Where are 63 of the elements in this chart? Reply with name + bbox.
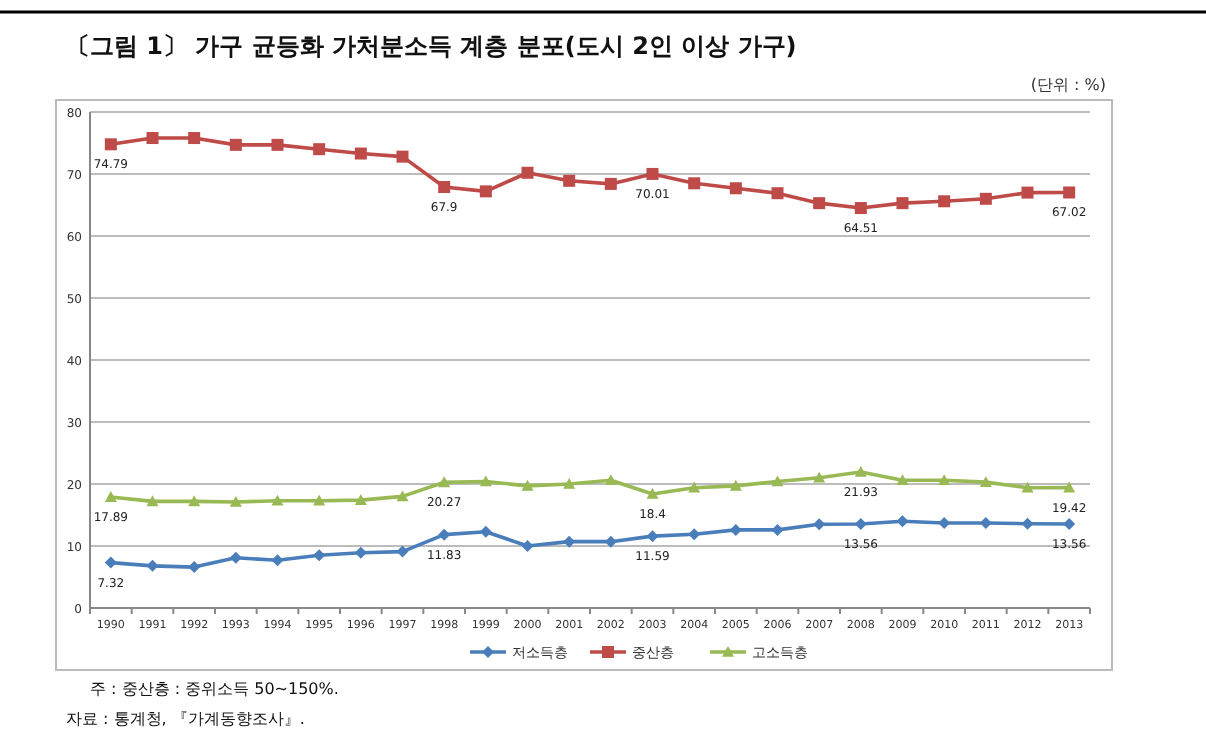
point: [854, 466, 867, 477]
point: [646, 167, 659, 180]
point: [146, 495, 159, 507]
point: [354, 494, 367, 505]
point: [188, 561, 201, 574]
point: [688, 177, 701, 190]
point: [938, 474, 951, 486]
point: [438, 181, 451, 194]
point: [104, 138, 117, 151]
point: [729, 479, 742, 491]
point: [1021, 481, 1034, 493]
point: [979, 476, 992, 487]
point: [938, 195, 951, 208]
point: [354, 147, 367, 160]
point: [479, 475, 492, 487]
point: [104, 491, 117, 502]
point: [354, 546, 367, 559]
point: [771, 523, 784, 536]
point: [1021, 186, 1034, 199]
point: [104, 556, 117, 569]
point: [646, 487, 659, 499]
point: [271, 138, 284, 151]
chart-title: 〔그림 1〕 가구 균등화 가처분소득 계층 분포(도시 2인 이상 가구): [66, 32, 797, 60]
point: [479, 525, 492, 538]
point: [1063, 517, 1076, 530]
point: [396, 490, 409, 502]
point: [771, 187, 784, 200]
point: [313, 549, 326, 562]
point: [563, 478, 576, 489]
point: [521, 166, 534, 179]
point: [979, 192, 992, 205]
point: [521, 540, 534, 552]
point: [313, 494, 326, 506]
point: [146, 132, 159, 145]
point: [229, 138, 242, 151]
point: [688, 528, 701, 541]
point: [896, 197, 909, 210]
point: [896, 474, 909, 486]
point: [188, 132, 201, 145]
point: [438, 476, 451, 488]
point: [813, 471, 826, 483]
point: [396, 150, 409, 163]
point: [854, 202, 867, 215]
point: [813, 197, 826, 210]
point: [729, 182, 742, 195]
text: 주 : 중산층 : 중위소득 50∼150%.: [90, 680, 339, 698]
point: [271, 494, 284, 506]
text: (단위 : %): [1030, 76, 1106, 94]
point: [1063, 481, 1076, 493]
point: [1063, 186, 1076, 199]
text: 자료 : 통계청, 『가계동향조사』.: [66, 710, 305, 728]
point: [563, 174, 576, 187]
point: [313, 143, 326, 156]
point: [688, 481, 701, 493]
point: [521, 479, 534, 491]
point: [604, 177, 617, 190]
point: [229, 495, 242, 507]
point: [188, 495, 201, 507]
point: [479, 185, 492, 198]
point: [771, 475, 784, 487]
point: [271, 554, 284, 567]
point: [229, 551, 242, 564]
point: [604, 474, 617, 486]
